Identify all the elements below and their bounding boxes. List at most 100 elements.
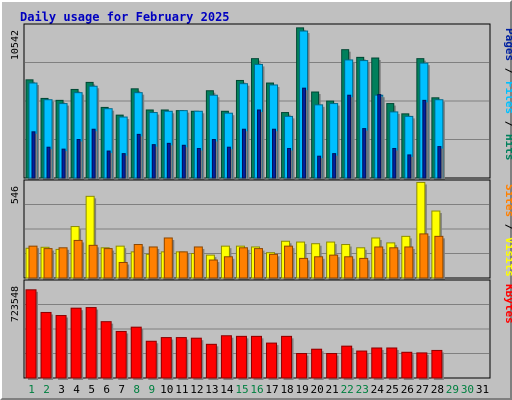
bar-kbytes-6-fill: [100, 321, 112, 379]
bar-sites-16: [253, 248, 265, 280]
day-label-1: 1: [28, 383, 35, 396]
bar-sites-20-fill: [314, 256, 324, 279]
bar-sites-4: [73, 239, 85, 280]
bar-kbytes-28-fill: [431, 349, 443, 379]
bar-kbytes-2: [40, 311, 54, 380]
bar-pages-12-fill: [196, 147, 201, 179]
day-label-8: 8: [133, 383, 140, 396]
bar-kbytes-26: [401, 351, 414, 380]
bar-sites-5-fill: [88, 244, 98, 279]
bar-kbytes-24: [371, 347, 384, 380]
legend-separator: /: [503, 114, 512, 134]
bar-kbytes-7: [115, 330, 129, 380]
bar-kbytes-15: [235, 335, 249, 380]
bar-sites-6-fill: [103, 248, 113, 279]
bar-kbytes-7-fill: [115, 330, 127, 379]
bar-kbytes-13-fill: [205, 343, 217, 379]
max-label-kbytes: 723548: [10, 286, 21, 322]
day-label-5: 5: [88, 383, 95, 396]
bar-sites-24: [374, 246, 385, 280]
day-label-19: 19: [295, 383, 308, 396]
bar-pages-16: [256, 109, 263, 180]
bar-pages-11: [181, 144, 188, 180]
legend-item-files: Files: [503, 81, 512, 114]
bar-sites-26-fill: [404, 246, 414, 279]
bar-pages-21: [332, 153, 338, 180]
bar-pages-7: [121, 153, 128, 180]
bar-sites-15: [238, 247, 250, 280]
bar-sites-14-fill: [223, 256, 233, 279]
bar-sites-15-fill: [238, 247, 248, 279]
bar-sites-18-fill: [284, 245, 294, 279]
day-label-23: 23: [356, 383, 369, 396]
bar-sites-9-fill: [148, 246, 158, 279]
bar-pages-23-fill: [362, 128, 367, 179]
bar-pages-2-fill: [46, 146, 51, 179]
bar-sites-16-fill: [253, 248, 263, 279]
bar-sites-24-fill: [374, 246, 384, 279]
bar-pages-11-fill: [181, 144, 186, 179]
legend-item-sites: Sites: [503, 184, 512, 217]
bar-sites-21: [329, 254, 340, 280]
bar-sites-4-fill: [73, 239, 83, 279]
bar-pages-10-fill: [166, 142, 171, 179]
bar-sites-11-fill: [178, 251, 188, 279]
bar-sites-6: [103, 248, 115, 280]
bar-sites-8-fill: [133, 244, 143, 279]
bar-sites-3-fill: [58, 247, 68, 279]
bar-pages-10: [166, 142, 173, 180]
chart-title: Daily usage for February 2025: [20, 10, 230, 24]
bar-sites-2-fill: [43, 248, 53, 279]
bar-kbytes-8-fill: [130, 326, 142, 379]
day-label-11: 11: [175, 383, 188, 396]
bar-sites-26: [404, 246, 415, 280]
day-label-22: 22: [341, 383, 354, 396]
bar-pages-19: [302, 87, 308, 180]
bar-sites-27-fill: [419, 233, 429, 279]
bar-pages-1-fill: [31, 131, 36, 179]
bar-kbytes-19-fill: [296, 353, 308, 379]
bar-pages-1: [31, 131, 37, 180]
bar-kbytes-11: [175, 337, 189, 380]
bar-pages-6: [106, 150, 113, 180]
bar-kbytes-5-fill: [85, 307, 97, 379]
bar-kbytes-3-fill: [55, 315, 67, 379]
day-label-27: 27: [416, 383, 429, 396]
day-label-20: 20: [311, 383, 324, 396]
bar-kbytes-4-fill: [70, 307, 82, 379]
bar-sites-18: [284, 245, 295, 280]
day-label-30: 30: [461, 383, 474, 396]
bar-sites-17-fill: [269, 253, 279, 279]
legend-item-kbytes: KBytes: [503, 284, 512, 324]
legend-item-visits: Visits: [503, 237, 512, 277]
bar-pages-4: [76, 139, 83, 180]
bar-pages-5-fill: [91, 128, 96, 179]
day-label-17: 17: [265, 383, 278, 396]
bar-pages-15: [241, 128, 248, 180]
bar-kbytes-10: [160, 337, 174, 380]
day-label-21: 21: [326, 383, 339, 396]
day-label-13: 13: [205, 383, 218, 396]
bar-kbytes-4: [70, 307, 84, 380]
bar-sites-27: [419, 233, 430, 280]
bar-pages-8: [136, 133, 143, 180]
bar-kbytes-2-fill: [40, 311, 52, 379]
bar-pages-22: [347, 94, 353, 180]
legend-kbytes: KBytes: [503, 284, 512, 324]
bar-kbytes-19: [296, 353, 309, 380]
bar-kbytes-22: [341, 345, 354, 380]
bar-sites-23: [359, 257, 370, 280]
day-label-25: 25: [386, 383, 399, 396]
bar-pages-18-fill: [287, 147, 292, 179]
bar-kbytes-28: [431, 349, 444, 380]
bar-pages-23: [362, 128, 368, 180]
bar-kbytes-1: [25, 289, 38, 380]
bar-sites-9: [148, 246, 160, 280]
day-label-2: 2: [43, 383, 50, 396]
day-label-26: 26: [401, 383, 414, 396]
bar-kbytes-27-fill: [416, 352, 428, 379]
bar-sites-2: [43, 248, 55, 280]
bar-pages-20: [317, 155, 323, 180]
bar-kbytes-26-fill: [401, 351, 413, 379]
